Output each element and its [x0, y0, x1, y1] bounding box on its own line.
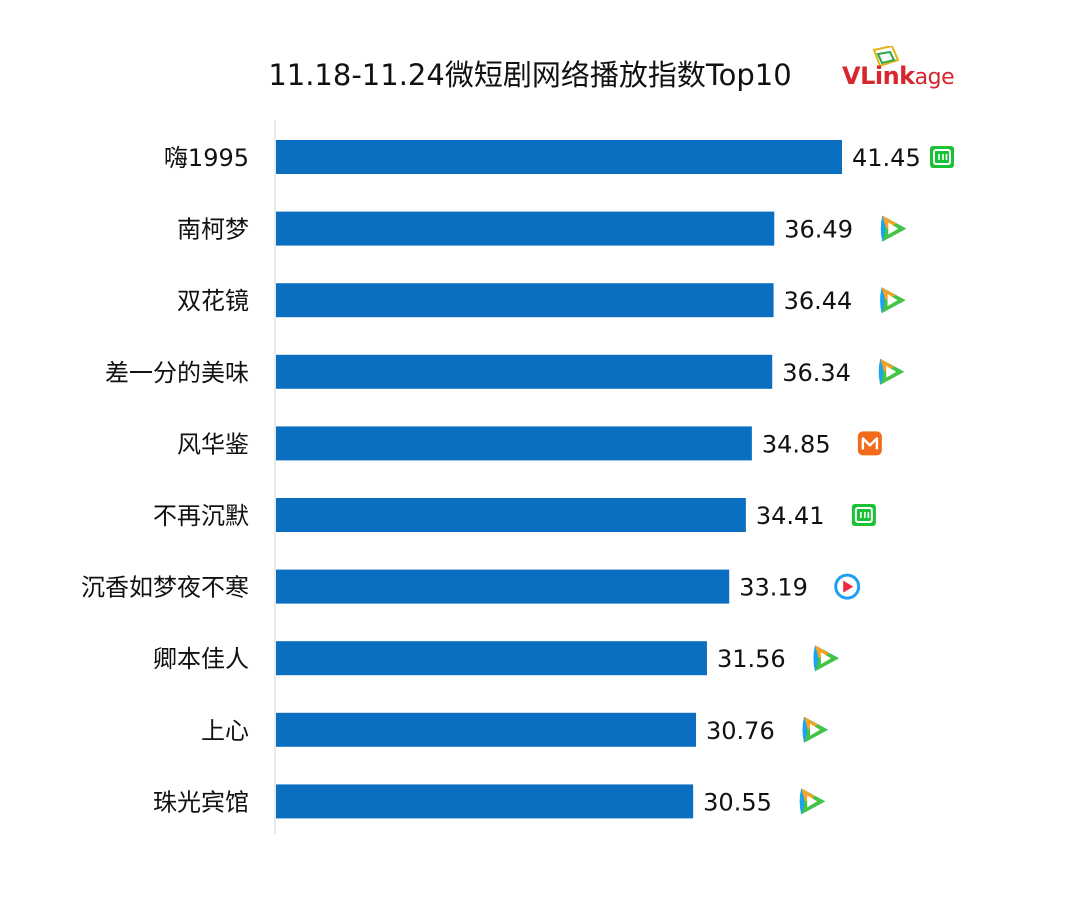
bar [276, 498, 746, 532]
value-label: 30.76 [706, 717, 775, 745]
category-label: 风华鉴 [177, 430, 249, 458]
value-label: 36.34 [782, 359, 851, 387]
bar [276, 211, 775, 246]
logo-mark-icon [872, 46, 900, 68]
bar [276, 784, 694, 819]
logo-text: VLinkage [842, 62, 955, 90]
value-label: 33.19 [739, 574, 808, 602]
category-label: 南柯梦 [177, 216, 249, 244]
iqiyi-icon [930, 146, 954, 168]
value-label: 36.49 [784, 216, 853, 244]
chart-title: 11.18-11.24微短剧网络播放指数Top10 [268, 58, 792, 92]
category-label: 上心 [201, 717, 249, 745]
value-label: 34.85 [762, 430, 831, 458]
bar [276, 641, 707, 676]
category-label: 嗨1995 [164, 144, 249, 172]
bar [276, 140, 842, 174]
category-label: 双花镜 [177, 287, 249, 315]
tencent-video-icon [799, 788, 826, 815]
value-label: 31.56 [717, 645, 786, 673]
value-label: 41.45 [852, 144, 921, 172]
tencent-video-icon [813, 645, 839, 672]
category-label: 差一分的美味 [105, 359, 249, 387]
youku-icon [834, 573, 861, 600]
bar [276, 712, 697, 747]
category-label: 不再沉默 [153, 502, 249, 530]
value-label: 30.55 [703, 788, 772, 816]
mango-tv-icon [857, 431, 882, 456]
category-label: 珠光宾馆 [153, 788, 249, 816]
value-label: 34.41 [756, 502, 825, 530]
vlinkage-logo: VLinkage [842, 44, 962, 94]
bar [276, 426, 752, 461]
bars-group: 嗨1995 41.45 南柯梦 36.49 双花镜 36.44 差一分的美味 36.34 风华鉴… [81, 140, 954, 819]
tencent-video-icon [880, 215, 907, 242]
bar [276, 283, 774, 318]
tencent-video-icon [880, 287, 906, 314]
category-label: 卿本佳人 [153, 645, 249, 673]
tencent-video-icon [878, 358, 905, 385]
bar [276, 569, 730, 604]
value-label: 36.44 [784, 287, 853, 315]
bar [276, 354, 773, 389]
tencent-video-icon [802, 716, 829, 743]
category-label: 沉香如梦夜不寒 [81, 574, 249, 602]
iqiyi-icon [851, 504, 876, 526]
